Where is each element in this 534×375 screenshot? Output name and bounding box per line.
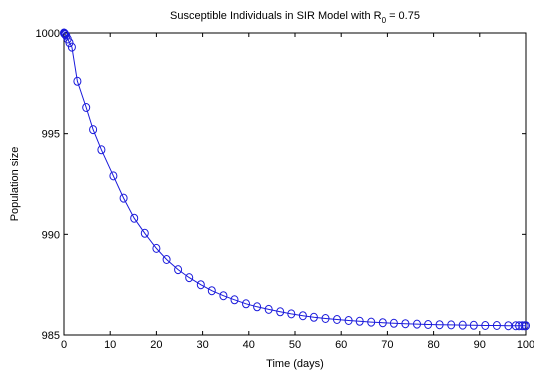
data-point bbox=[481, 321, 490, 330]
data-point bbox=[367, 317, 376, 327]
data-point bbox=[264, 304, 273, 314]
data-point bbox=[130, 213, 139, 223]
data-point bbox=[344, 316, 353, 325]
data-point bbox=[97, 145, 106, 155]
data-point bbox=[162, 255, 171, 264]
data-point bbox=[152, 243, 161, 253]
x-tick-label: 90 bbox=[474, 339, 486, 351]
data-point bbox=[242, 299, 250, 309]
y-tick-label: 990 bbox=[42, 229, 60, 241]
x-tick-label: 50 bbox=[289, 339, 301, 351]
data-point bbox=[196, 280, 205, 290]
data-point bbox=[424, 320, 433, 329]
chart-title: Susceptible Individuals in SIR Model wit… bbox=[170, 10, 420, 25]
data-point bbox=[276, 307, 285, 317]
data-point bbox=[458, 320, 467, 330]
axes-box bbox=[63, 32, 527, 336]
data-point bbox=[447, 320, 456, 330]
chart-title-subscript: 0 bbox=[382, 16, 387, 25]
chart-title-suffix: = 0.75 bbox=[386, 10, 420, 22]
series-line bbox=[63, 32, 526, 327]
x-tick-label: 20 bbox=[150, 339, 162, 351]
y-axis-label: Population size bbox=[9, 147, 21, 222]
data-point bbox=[119, 193, 128, 203]
data-point bbox=[378, 318, 387, 328]
data-point bbox=[401, 319, 410, 329]
x-tick-label: 100 bbox=[517, 339, 534, 351]
x-axis-label: Time (days) bbox=[266, 358, 324, 370]
data-point bbox=[207, 286, 216, 296]
data-point bbox=[109, 171, 118, 181]
x-tick-label: 0 bbox=[61, 339, 67, 351]
data-point bbox=[321, 314, 330, 323]
data-point bbox=[230, 295, 239, 305]
x-tick-label: 80 bbox=[427, 339, 439, 351]
data-point bbox=[219, 291, 228, 301]
data-point bbox=[174, 265, 183, 275]
data-point bbox=[413, 319, 421, 329]
data-point bbox=[140, 228, 149, 238]
data-point bbox=[82, 103, 91, 112]
data-point bbox=[389, 318, 398, 328]
data-point bbox=[333, 315, 341, 324]
x-tick-label: 40 bbox=[243, 339, 255, 351]
data-point bbox=[518, 321, 527, 331]
data-point bbox=[61, 30, 70, 40]
data-point bbox=[67, 42, 76, 52]
data-point bbox=[253, 302, 262, 312]
y-tick-label: 995 bbox=[42, 129, 60, 141]
data-point bbox=[298, 311, 307, 321]
data-point bbox=[185, 273, 194, 283]
data-point bbox=[89, 125, 98, 135]
data-point bbox=[492, 321, 501, 330]
data-point bbox=[73, 76, 82, 86]
data-point bbox=[309, 312, 318, 322]
x-tick-label: 70 bbox=[381, 339, 393, 351]
x-tick-label: 30 bbox=[196, 339, 208, 351]
y-tick-label: 985 bbox=[42, 330, 60, 342]
data-point bbox=[522, 321, 530, 331]
data-point bbox=[65, 38, 74, 48]
data-point bbox=[355, 316, 364, 326]
data-point bbox=[435, 320, 444, 330]
data-point bbox=[469, 320, 478, 330]
series-group bbox=[60, 28, 530, 331]
chart-title-main: Susceptible Individuals in SIR Model wit… bbox=[170, 10, 382, 22]
x-tick-label: 10 bbox=[104, 339, 116, 351]
axis-ticks: 0 10 20 30 40 50 60 70 80 90 100 985 990 995 1000 bbox=[36, 28, 534, 351]
x-tick-label: 60 bbox=[335, 339, 347, 351]
data-point bbox=[287, 309, 296, 319]
y-tick-label: 1000 bbox=[36, 28, 60, 40]
